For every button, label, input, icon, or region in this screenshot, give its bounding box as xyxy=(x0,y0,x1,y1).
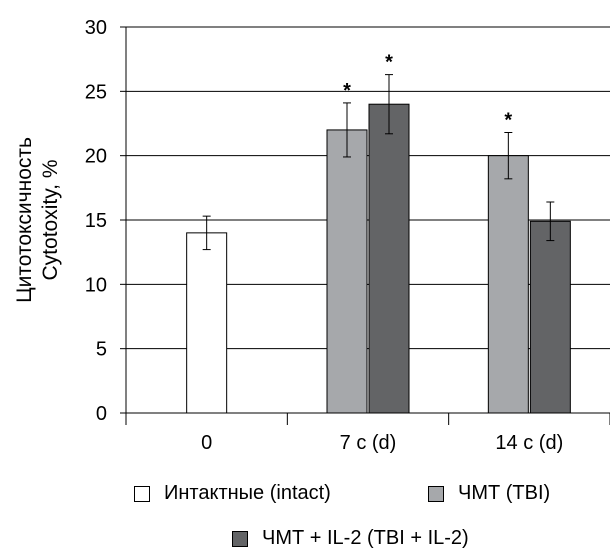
bar xyxy=(186,232,228,414)
legend-label-tbi-il2: ЧМТ + IL-2 (TBI + IL-2) xyxy=(262,527,469,549)
significance-marker: * xyxy=(343,80,351,102)
y-tick-label: 15 xyxy=(85,210,107,232)
bar xyxy=(368,103,410,414)
y-axis-title-line2: Cytotoxity, % xyxy=(39,160,62,281)
y-tick-label: 0 xyxy=(96,403,107,425)
legend-label-tbi: ЧМТ (TBI) xyxy=(458,482,551,504)
legend-swatch-intact xyxy=(134,485,150,502)
x-tick-label: 0 xyxy=(201,432,212,454)
legend-swatch-tbi-il2 xyxy=(232,530,248,547)
legend-label-intact: Интактные (intact) xyxy=(164,482,331,504)
y-tick-label: 20 xyxy=(85,146,107,168)
y-tick-label: 30 xyxy=(85,17,107,39)
bar xyxy=(487,155,529,414)
significance-marker: * xyxy=(385,52,393,74)
legend-swatch-tbi xyxy=(428,485,444,502)
y-tick-label: 5 xyxy=(96,339,107,361)
x-tick-label: 14 с (d) xyxy=(495,432,563,454)
y-tick-label: 10 xyxy=(85,274,107,296)
y-axis-title-line1: Цитотоксичность xyxy=(13,137,36,303)
bar xyxy=(326,129,368,414)
legend-item-tbi-il2: ЧМТ + IL-2 (TBI + IL-2) xyxy=(232,527,469,550)
significance-marker: * xyxy=(504,110,512,132)
x-tick-label: 7 с (d) xyxy=(340,432,397,454)
y-tick-label: 25 xyxy=(85,81,107,103)
bar xyxy=(529,220,571,414)
legend-item-tbi: ЧМТ (TBI) xyxy=(428,482,550,505)
bars: * * * xyxy=(186,52,571,414)
legend-item-intact: Интактные (intact) xyxy=(134,482,331,505)
axes: 0 5 10 15 20 25 30 0 7 с (d) 14 с (d) xyxy=(85,17,610,454)
